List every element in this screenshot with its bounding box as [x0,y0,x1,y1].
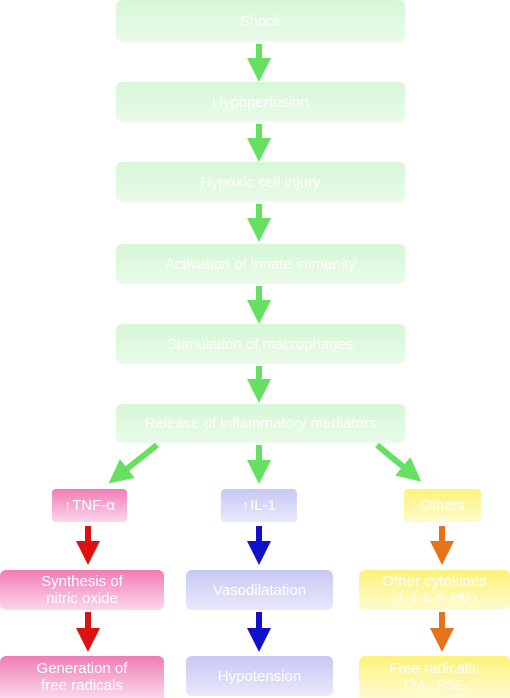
hypoxic-cell-injury-box: Hypoxic cell injury [116,162,405,202]
up-arrow-icon: ↑ [64,497,72,513]
free-radicals-txa2-box: Free radicals, TXA₂, PGE₂ [359,656,510,698]
others-box: Others [404,489,481,522]
tnf-alpha-box: ↑ TNF-α [52,489,127,522]
tnf-alpha-label: TNF-α [72,497,115,514]
nitric-oxide-box: Synthesis of nitric oxide [0,570,164,610]
free-radicals-txa2-line1: Free radicals, [389,660,480,677]
il1-label: IL-1 [250,497,276,514]
hypoperfusion-label: Hypoperfusion [212,93,309,111]
shock-box: Shock [116,0,405,42]
vasodilatation-box: Vasodilatation [186,570,333,610]
hypotension-box: Hypotension [186,656,333,696]
other-cytokines-box: Other cytokines (IL-6, IL-8, PAF) [359,570,510,610]
others-label: Others [419,497,465,514]
vasodilatation-label: Vasodilatation [212,581,307,599]
hypoxic-cell-injury-label: Hypoxic cell injury [200,173,321,191]
free-radicals-line1: Generation of [36,660,128,677]
mediators-label: Release of inflammatory mediators [144,415,377,432]
macrophages-box: Stimulation of macrophages [116,324,405,364]
il1-box: ↑ IL-1 [221,489,297,522]
innate-immunity-label: Activation of innate immunity [165,255,356,273]
other-cytokines-line1: Other cytokines [382,573,487,590]
free-radicals-line2: free radicals [41,677,123,694]
hypoperfusion-box: Hypoperfusion [116,82,405,122]
free-radicals-box: Generation of free radicals [0,656,164,698]
mediators-box: Release of inflammatory mediators [116,404,405,443]
other-cytokines-line2: (IL-6, IL-8, PAF) [391,591,478,605]
shock-label: Shock [239,12,282,30]
nitric-oxide-line2: nitric oxide [46,590,118,607]
free-radicals-txa2-line2: TXA₂, PGE₂ [402,678,467,692]
arrow-mediators-to-tnf [108,442,159,484]
up-arrow-icon: ↑ [242,497,250,513]
arrow-mediators-to-others [375,442,422,482]
hypotension-label: Hypotension [217,667,302,685]
macrophages-label: Stimulation of macrophages [167,335,354,353]
nitric-oxide-line1: Synthesis of [41,573,123,590]
innate-immunity-box: Activation of innate immunity [116,244,405,284]
